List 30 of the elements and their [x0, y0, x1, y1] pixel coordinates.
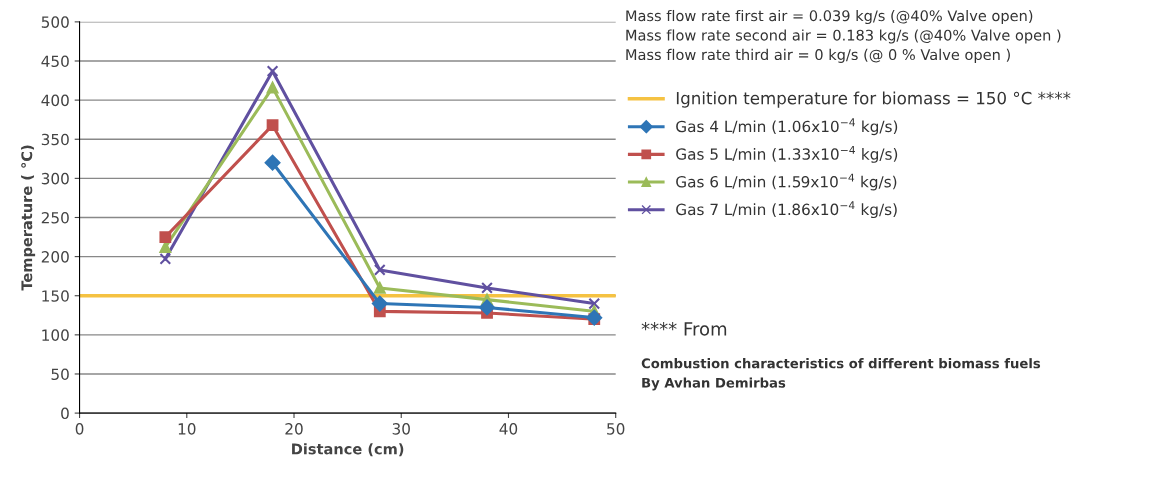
x-axis-title: Distance (cm): [292, 443, 404, 457]
x-tick-label: 40: [499, 423, 518, 435]
y-axis-title: Temperature ( °C): [21, 145, 36, 291]
x-tick-label: 20: [285, 423, 303, 435]
y-tick-label: 450: [41, 55, 69, 68]
y-tick-label: 300: [41, 172, 69, 185]
y-tick-label: 50: [51, 368, 69, 380]
y-tick-label: 250: [41, 211, 69, 224]
legend-label: Ignition temperature for biomass = 150 °C ****: [676, 91, 1071, 108]
legend-label: Gas 4 L/min (1.06x10$^{−4}$ kg/s): [676, 118, 898, 136]
legend-label: Gas 7 L/min (1.86x10$^{−4}$ kg/s): [676, 201, 897, 219]
y-tick-label: 350: [41, 133, 69, 146]
x-tick-label: 10: [178, 423, 196, 435]
y-tick-label: 200: [41, 251, 69, 263]
text: Mass flow rate third air = 0 kg/s (@ 0 % Valve open ): [626, 48, 1010, 63]
x-tick-label: 0: [75, 423, 84, 435]
y-tick-label: 400: [41, 94, 69, 107]
y-tick-label: 150: [42, 290, 69, 302]
x-tick-label: 30: [392, 423, 410, 435]
y-tick-label: 0: [61, 407, 69, 420]
legend-label: Gas 6 L/min (1.59x10$^{−4}$ kg/s): [676, 173, 897, 191]
legend-label: Gas 5 L/min (1.33x10$^{−4}$ kg/s): [676, 145, 898, 163]
text: Combustion characteristics of different biomass fuels: [641, 358, 1041, 369]
text: By Avhan Demirbas: [642, 377, 786, 391]
text: Mass flow rate first air = 0.039 kg/s (@40% Valve open): [626, 9, 1033, 25]
text: Mass flow rate second air = 0.183 kg/s (@40% Valve open ): [626, 29, 1061, 44]
y-tick-label: 100: [42, 329, 69, 341]
x-tick-label: 50: [607, 423, 625, 435]
y-tick-label: 500: [41, 16, 69, 28]
text: **** From: [641, 322, 727, 336]
